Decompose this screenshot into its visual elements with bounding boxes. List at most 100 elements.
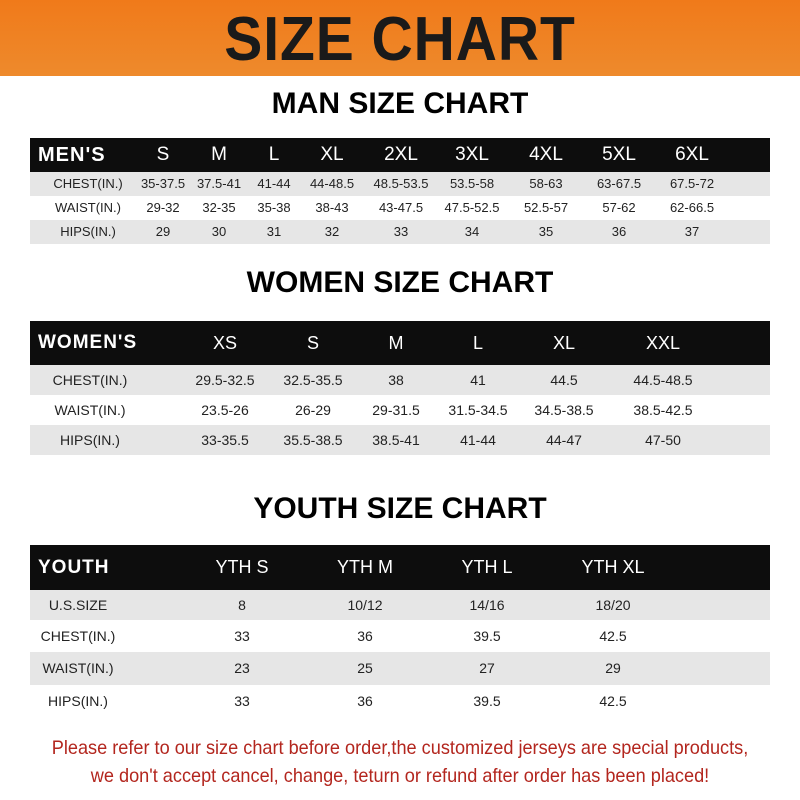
size-header-cell: 2XL	[384, 144, 418, 165]
table-header-row: WOMEN'S XS S M L XL XXL	[30, 321, 770, 365]
size-header-cell: 6XL	[675, 144, 709, 165]
table-row: HIPS(IN.) 33 36 39.5 42.5	[30, 685, 770, 717]
table-title-cell: MEN'S	[38, 144, 106, 166]
row-label: U.S.SIZE	[48, 597, 108, 613]
size-header-cell: 3XL	[455, 144, 489, 165]
table-cell: 58-63	[529, 176, 563, 191]
table-row: HIPS(IN.) 33-35.5 35.5-38.5 38.5-41 41-44 44-…	[30, 425, 770, 455]
notice-line-2: we don't accept cancel, change, teturn o…	[90, 765, 710, 787]
table-cell: 41-44	[460, 432, 496, 448]
table-cell: 47.5-52.5	[444, 200, 500, 215]
table-cell: 48.5-53.5	[373, 176, 429, 191]
table-cell: 35-38	[257, 200, 291, 215]
table-row: WAIST(IN.) 29-32 32-35 35-38 38-43 43-47.5 47.…	[30, 196, 770, 220]
table-cell: 29-31.5	[372, 402, 420, 418]
table-cell: 37.5-41	[196, 176, 242, 191]
table-cell: 27	[479, 660, 495, 676]
table-cell: 42.5	[599, 693, 627, 709]
row-label: WAIST(IN.)	[55, 200, 121, 215]
table-cell: 32.5-35.5	[283, 372, 343, 388]
men-section-title: MAN SIZE CHART	[271, 87, 529, 120]
size-header-cell: YTH S	[215, 557, 269, 577]
table-cell: 44-47	[546, 432, 582, 448]
table-row: WAIST(IN.) 23 25 27 29	[30, 652, 770, 685]
table-row: CHEST(IN.) 35-37.5 37.5-41 41-44 44-48.5 48.5…	[30, 172, 770, 196]
table-cell: 38	[388, 372, 404, 388]
table-title-cell: WOMEN'S	[38, 332, 138, 353]
table-cell: 33	[393, 224, 409, 239]
size-header-cell: M	[388, 333, 404, 353]
table-cell: 62-66.5	[669, 200, 715, 215]
banner-title: SIZE CHART	[224, 5, 576, 74]
notice-line-1: Please refer to our size chart before or…	[51, 737, 749, 759]
table-cell: 18/20	[595, 597, 631, 613]
table-cell: 53.5-58	[449, 176, 495, 191]
table-cell: 57-62	[602, 200, 636, 215]
size-header-cell: YTH L	[461, 557, 513, 577]
table-cell: 32	[324, 224, 340, 239]
table-cell: 39.5	[473, 693, 501, 709]
row-label: HIPS(IN.)	[60, 224, 116, 239]
table-cell: 42.5	[599, 628, 627, 644]
table-cell: 31.5-34.5	[448, 402, 508, 418]
row-label: HIPS(IN.)	[60, 432, 120, 448]
size-header-cell: 4XL	[529, 144, 563, 165]
row-label: CHEST(IN.)	[53, 176, 123, 191]
table-cell: 34.5-38.5	[534, 402, 594, 418]
banner	[0, 0, 800, 76]
table-cell: 34	[464, 224, 480, 239]
size-header-cell: XS	[212, 333, 238, 353]
table-row: CHEST(IN.) 29.5-32.5 32.5-35.5 38 41 44.5 44.5…	[30, 365, 770, 395]
table-cell: 29.5-32.5	[195, 372, 255, 388]
men-size-table: MEN'S S M L XL 2XL 3XL 4XL 5XL 6XL CHEST(IN.) 35-37…	[30, 138, 770, 244]
table-cell: 36	[357, 693, 373, 709]
table-cell: 30	[211, 224, 227, 239]
table-cell: 38.5-42.5	[633, 402, 693, 418]
table-cell: 32-35	[202, 200, 236, 215]
row-label: CHEST(IN.)	[40, 628, 116, 644]
row-label: WAIST(IN.)	[54, 402, 126, 418]
table-title-cell: YOUTH	[38, 557, 110, 578]
youth-size-table: YOUTH YTH S YTH M YTH L YTH XL U.S.SIZE 8 10/12…	[30, 545, 770, 717]
table-cell: 10/12	[347, 597, 383, 613]
table-cell: 33	[234, 693, 250, 709]
youth-section-title: YOUTH SIZE CHART	[253, 492, 547, 525]
table-row: U.S.SIZE 8 10/12 14/16 18/20	[30, 590, 770, 620]
size-header-cell: XL	[552, 333, 576, 353]
row-label: CHEST(IN.)	[52, 372, 128, 388]
women-size-table: WOMEN'S XS S M L XL XXL CHEST(IN.) 29.5-32.5 32.5…	[30, 321, 770, 455]
table-cell: 41-44	[257, 176, 291, 191]
table-cell: 39.5	[473, 628, 501, 644]
table-cell: 26-29	[295, 402, 331, 418]
table-cell: 37	[684, 224, 700, 239]
table-cell: 35-37.5	[140, 176, 186, 191]
table-cell: 44.5	[550, 372, 578, 388]
table-cell: 29	[155, 224, 171, 239]
size-header-cell: S	[306, 333, 320, 353]
size-header-cell: YTH M	[337, 557, 393, 577]
table-cell: 35	[538, 224, 554, 239]
size-header-cell: YTH XL	[581, 557, 645, 577]
table-cell: 43-47.5	[378, 200, 424, 215]
table-cell: 36	[611, 224, 627, 239]
table-cell: 23.5-26	[201, 402, 249, 418]
table-cell: 33-35.5	[201, 432, 249, 448]
table-cell: 33	[234, 628, 250, 644]
row-label: HIPS(IN.)	[48, 693, 108, 709]
table-cell: 41	[470, 372, 486, 388]
table-cell: 52.5-57	[523, 200, 569, 215]
size-header-cell: L	[268, 144, 280, 165]
table-row: WAIST(IN.) 23.5-26 26-29 29-31.5 31.5-34.5 34…	[30, 395, 770, 425]
table-row: HIPS(IN.) 29 30 31 32 33 34 35 36 37	[30, 220, 770, 244]
table-cell: 35.5-38.5	[283, 432, 343, 448]
table-cell: 14/16	[469, 597, 505, 613]
table-header-row: MEN'S S M L XL 2XL 3XL 4XL 5XL 6XL	[30, 138, 770, 172]
women-section-title: WOMEN SIZE CHART	[246, 266, 554, 299]
row-label: WAIST(IN.)	[42, 660, 114, 676]
table-cell: 63-67.5	[596, 176, 642, 191]
size-header-cell: M	[211, 144, 227, 165]
table-cell: 25	[357, 660, 373, 676]
table-header-row: YOUTH YTH S YTH M YTH L YTH XL	[30, 545, 770, 590]
table-cell: 8	[238, 597, 246, 613]
table-cell: 38.5-41	[372, 432, 420, 448]
